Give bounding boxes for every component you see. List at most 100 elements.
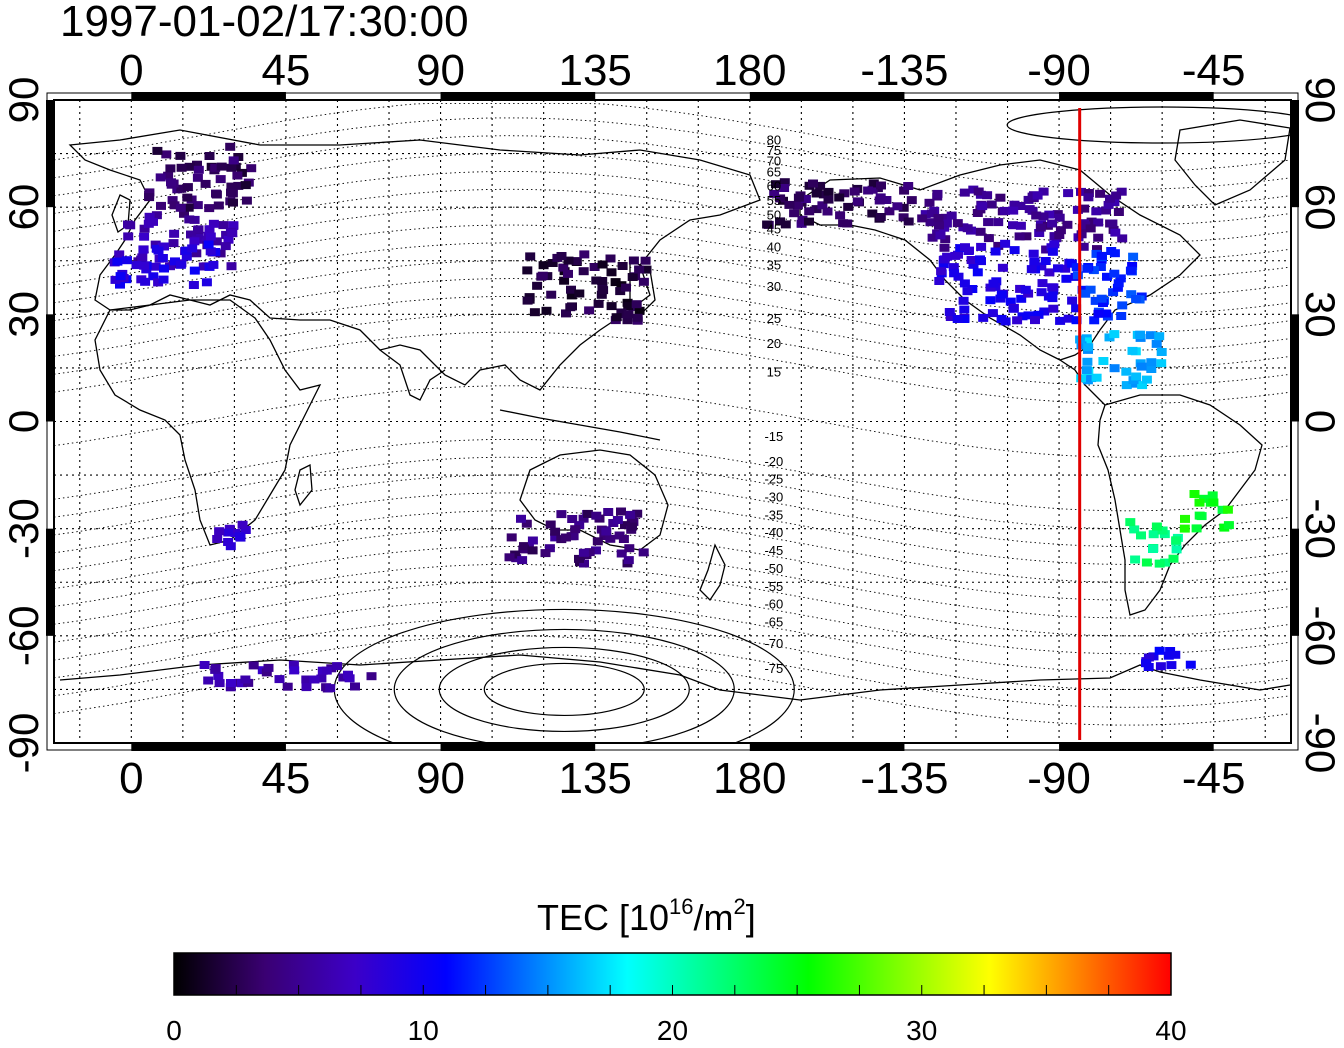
tec-cell bbox=[144, 193, 155, 202]
tec-cell bbox=[122, 256, 132, 265]
tec-cell bbox=[1030, 316, 1040, 325]
tec-cell bbox=[343, 670, 353, 679]
tec-cell bbox=[927, 233, 938, 242]
colorbar-tick-label: 20 bbox=[657, 1015, 688, 1046]
tec-cell bbox=[169, 229, 180, 238]
tec-cell bbox=[191, 249, 202, 258]
tec-cell bbox=[1223, 521, 1234, 530]
tec-cell bbox=[148, 272, 159, 281]
axis-bar bbox=[440, 743, 596, 751]
tec-cell bbox=[309, 675, 320, 684]
tec-cell bbox=[204, 204, 215, 213]
tec-cell bbox=[634, 265, 645, 274]
lon-tick-label: -135 bbox=[860, 46, 948, 95]
tec-cell bbox=[640, 256, 651, 265]
tec-cell bbox=[226, 163, 237, 172]
tec-cell bbox=[1071, 263, 1082, 272]
coastline-africa bbox=[94, 299, 322, 546]
tec-cell bbox=[1076, 341, 1087, 350]
tec-cell bbox=[110, 275, 121, 284]
tec-cell bbox=[1083, 189, 1094, 197]
coastline-eurasia bbox=[68, 129, 761, 391]
tec-cell bbox=[214, 527, 225, 536]
tec-cell bbox=[168, 239, 179, 248]
tec-cell bbox=[1082, 264, 1093, 273]
tec-cell bbox=[946, 211, 957, 220]
tec-cell bbox=[1047, 247, 1058, 256]
tec-cell bbox=[213, 671, 224, 680]
lon-tick-label: -135 bbox=[860, 754, 948, 803]
tec-cell bbox=[192, 160, 202, 169]
tec-cell bbox=[968, 260, 979, 269]
lon-tick-label: 90 bbox=[416, 46, 465, 95]
tec-cell bbox=[933, 214, 944, 222]
tec-cell bbox=[599, 532, 610, 540]
tec-cell bbox=[215, 249, 226, 258]
tec-cell bbox=[1083, 193, 1094, 202]
tec-cell bbox=[240, 181, 251, 190]
tec-cell bbox=[187, 244, 198, 253]
tec-cell bbox=[1036, 288, 1047, 297]
tec-cell bbox=[1128, 252, 1139, 261]
tec-cell bbox=[843, 202, 854, 211]
tec-cell bbox=[301, 675, 312, 684]
tec-cell bbox=[1141, 659, 1151, 668]
tec-cell bbox=[1035, 223, 1046, 232]
tec-cell bbox=[612, 516, 623, 524]
tec-cell bbox=[1109, 269, 1120, 278]
tec-cell bbox=[204, 152, 215, 160]
tec-cell bbox=[1102, 272, 1112, 281]
tec-cell bbox=[1039, 307, 1050, 316]
tec-cell bbox=[211, 190, 222, 199]
tec-cell bbox=[641, 265, 652, 274]
colorbar: TEC [1016/m2] 0 10 20 30 40 bbox=[166, 894, 1186, 1046]
tec-cell bbox=[350, 682, 360, 691]
tec-cell bbox=[240, 675, 251, 684]
tec-cell bbox=[624, 544, 635, 553]
coastline-australia bbox=[519, 449, 669, 551]
tec-cell bbox=[1189, 490, 1200, 498]
tec-cell bbox=[940, 213, 951, 222]
tec-cell bbox=[990, 247, 1001, 256]
mlat-contour bbox=[54, 474, 1291, 547]
tec-cell bbox=[1168, 554, 1179, 563]
tec-cell bbox=[605, 534, 616, 543]
tec-cell bbox=[156, 201, 166, 210]
tec-cell bbox=[1029, 257, 1040, 266]
tec-cell bbox=[993, 218, 1004, 227]
tec-cell bbox=[175, 203, 186, 212]
tec-cell bbox=[982, 191, 993, 200]
lon-tick-label: 45 bbox=[261, 46, 310, 95]
tec-cell bbox=[1060, 264, 1071, 273]
tec-cell bbox=[167, 196, 178, 205]
tec-cell bbox=[973, 187, 984, 196]
tec-cell bbox=[193, 225, 204, 234]
tec-cell bbox=[1171, 536, 1182, 545]
tec-cell bbox=[936, 267, 947, 276]
lat-tick-label: -90 bbox=[0, 713, 47, 774]
tec-cell bbox=[522, 296, 533, 305]
tec-cell bbox=[208, 260, 219, 269]
tec-cell bbox=[139, 261, 150, 270]
tec-cell bbox=[623, 556, 634, 565]
tec-cell bbox=[1148, 530, 1159, 539]
tec-cell bbox=[958, 296, 969, 305]
tec-cell bbox=[997, 263, 1008, 272]
tec-cell bbox=[1093, 233, 1104, 242]
tec-cell bbox=[561, 533, 571, 542]
tec-cell bbox=[1170, 650, 1181, 659]
colorbar-tick-label: 30 bbox=[906, 1015, 937, 1046]
lat-tick-label: 90 bbox=[1297, 77, 1344, 124]
tec-cell bbox=[151, 211, 162, 220]
tec-cell bbox=[903, 217, 914, 226]
tec-cell bbox=[1129, 525, 1140, 534]
tec-cell bbox=[140, 277, 151, 286]
tec-cell bbox=[804, 217, 814, 226]
tec-cell bbox=[1076, 374, 1087, 383]
tec-cell bbox=[218, 221, 229, 230]
mlat-contour bbox=[54, 242, 1291, 315]
tec-cell bbox=[1131, 372, 1142, 381]
axis-bar bbox=[46, 314, 54, 422]
